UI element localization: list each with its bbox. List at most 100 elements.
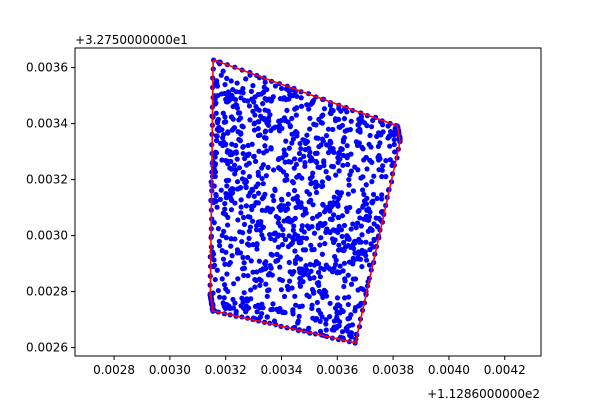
- scatter-point: [282, 177, 288, 183]
- scatter-point: [249, 186, 255, 192]
- scatter-point: [256, 258, 262, 264]
- scatter-point: [323, 169, 329, 175]
- scatter-point: [353, 224, 359, 231]
- scatter-point: [357, 215, 363, 221]
- scatter-point: [291, 156, 298, 162]
- scatter-point: [327, 229, 333, 236]
- scatter-point: [366, 214, 373, 220]
- scatter-point: [228, 305, 234, 311]
- scatter-point: [269, 252, 275, 258]
- scatter-point: [241, 214, 247, 221]
- scatter-point: [277, 264, 283, 270]
- scatter-point: [323, 289, 329, 295]
- scatter-point: [341, 135, 348, 141]
- scatter-point: [366, 206, 372, 212]
- scatter-point: [375, 143, 381, 150]
- scatter-point: [222, 206, 228, 212]
- scatter-point: [265, 121, 271, 127]
- scatter-point: [290, 180, 297, 186]
- scatter-point: [223, 190, 229, 197]
- hull-outline: [209, 59, 401, 344]
- scatter-point: [336, 223, 342, 229]
- scatter-point: [234, 156, 240, 162]
- scatter-point: [248, 296, 254, 302]
- scatter-point: [348, 330, 354, 336]
- scatter-point: [268, 98, 274, 104]
- scatter-point: [380, 163, 386, 169]
- scatter-point: [256, 148, 262, 154]
- scatter-point: [319, 120, 325, 126]
- scatter-point: [287, 278, 293, 284]
- scatter-point: [237, 115, 244, 121]
- scatter-point: [285, 215, 292, 221]
- scatter-point: [337, 263, 343, 269]
- scatter-point: [223, 249, 229, 255]
- scatter-point: [234, 179, 241, 185]
- scatter-point: [255, 169, 261, 175]
- scatter-point: [256, 119, 262, 125]
- scatter-point: [344, 155, 350, 161]
- scatter-point: [361, 157, 367, 163]
- scatter-point: [259, 207, 265, 213]
- scatter-point: [240, 150, 246, 157]
- scatter-point: [250, 242, 256, 248]
- scatter-point: [218, 72, 224, 78]
- scatter-point: [263, 281, 269, 287]
- scatter-point: [299, 223, 305, 229]
- scatter-point: [339, 213, 346, 219]
- scatter-point: [212, 154, 218, 160]
- scatter-point: [268, 145, 274, 151]
- scatter-point: [276, 232, 282, 238]
- y-tick-label: 0.0034: [26, 117, 68, 131]
- scatter-point: [323, 133, 330, 139]
- x-tick-label: 0.0042: [484, 363, 526, 377]
- scatter-point: [289, 140, 295, 146]
- scatter-point: [292, 260, 299, 266]
- scatter-point: [222, 261, 228, 267]
- scatter-point: [319, 251, 325, 257]
- scatter-point: [367, 132, 373, 139]
- scatter-point: [213, 133, 220, 139]
- scatter-point: [386, 133, 392, 139]
- scatter-point: [253, 183, 259, 190]
- scatter-point: [230, 116, 236, 122]
- scatter-point: [291, 223, 297, 229]
- scatter-point: [361, 198, 368, 204]
- scatter-point: [240, 169, 246, 175]
- scatter-point: [211, 262, 218, 268]
- scatter-point: [224, 183, 230, 189]
- scatter-point: [371, 237, 377, 244]
- scatter-point: [297, 256, 304, 262]
- scatter-point: [213, 138, 220, 144]
- scatter-point: [315, 225, 321, 231]
- scatter-point: [323, 262, 329, 268]
- scatter-point: [332, 261, 339, 268]
- scatter-point: [302, 206, 308, 212]
- scatter-point: [310, 215, 316, 221]
- scatter-point: [323, 317, 329, 323]
- scatter-point: [280, 169, 287, 175]
- scatter-point: [336, 151, 342, 157]
- scatter-point: [238, 210, 244, 216]
- scatter-point: [223, 235, 229, 241]
- scatter-point: [320, 201, 326, 208]
- scatter-point: [283, 138, 289, 144]
- scatter-point: [334, 314, 340, 320]
- scatter-point: [222, 114, 228, 120]
- scatter-point: [211, 220, 217, 226]
- scatter-point: [308, 101, 314, 107]
- scatter-point: [340, 162, 346, 168]
- scatter-point: [352, 308, 358, 314]
- scatter-point: [264, 287, 271, 294]
- scatter-point: [279, 309, 286, 315]
- scatter-point: [224, 75, 230, 81]
- scatter-point: [270, 193, 276, 199]
- scatter-point: [298, 239, 304, 246]
- scatter-point: [267, 112, 273, 118]
- scatter-point: [309, 174, 315, 180]
- scatter-point: [313, 158, 319, 165]
- scatter-point: [350, 258, 356, 264]
- scatter-point: [223, 141, 229, 147]
- scatter-point: [249, 218, 256, 224]
- scatter-point: [238, 185, 244, 191]
